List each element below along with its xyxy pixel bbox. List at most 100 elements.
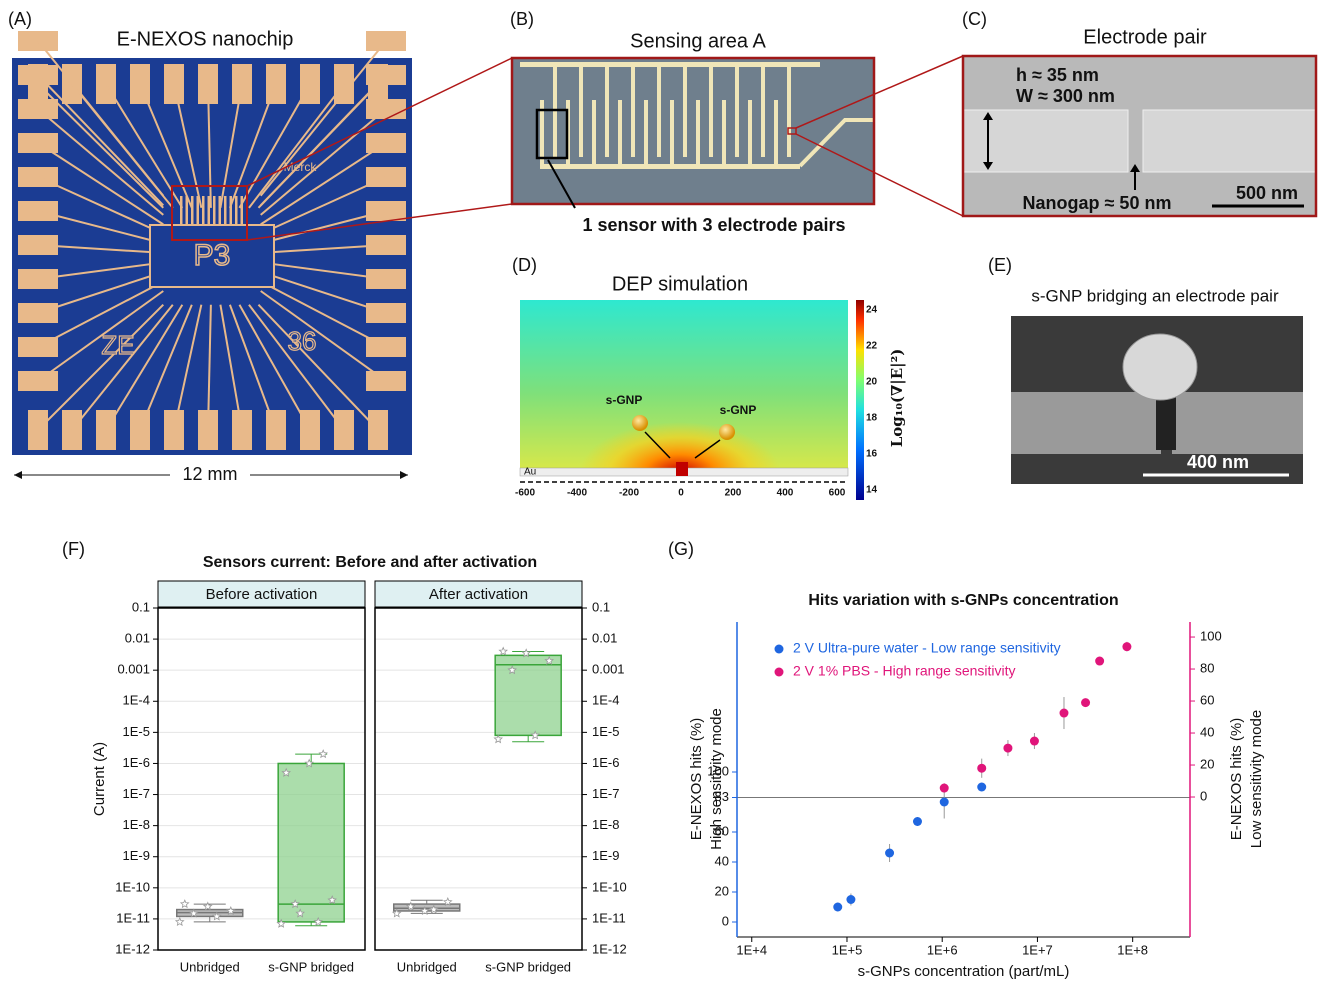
panel-letter: (F) [62, 539, 85, 559]
comb-finger [644, 100, 648, 164]
y-axis-label: High sensitivity mode [708, 708, 725, 850]
scale-label: 12 mm [182, 464, 237, 484]
data-point [833, 903, 842, 912]
panel-letter: (B) [510, 9, 534, 29]
colorbar [856, 300, 864, 500]
scatter-chart: Hits variation with s-GNPs concentration… [688, 592, 1265, 980]
chart-title: Sensors current: Before and after activa… [203, 554, 537, 571]
data-point [1081, 698, 1090, 707]
panel-title: s-GNP bridging an electrode pair [1031, 286, 1279, 305]
colorbar-tick-label: 22 [866, 341, 878, 352]
x-tick-label: 1E+4 [736, 942, 767, 957]
y-tick-label: 1E-4 [592, 693, 619, 708]
x-tick-label: Unbridged [397, 959, 457, 974]
sim-x-axis: -600-400-2000200400600 [515, 488, 846, 499]
data-point [885, 849, 894, 858]
dimension-label: h ≈ 35 nm [1016, 65, 1099, 85]
colorbar-label: Log₁₀(∇|E|²) [888, 349, 906, 448]
panel-d: (D) DEP simulation s-GNP s-GNP Au -600-4… [512, 255, 906, 500]
data-point [977, 764, 986, 773]
y-tick-label: 1E-9 [592, 848, 619, 863]
electrode [1011, 392, 1161, 454]
dimension-label: W ≈ 300 nm [1016, 86, 1115, 106]
comb-bar [520, 62, 820, 67]
panel-c: (C) Electrode pair h ≈ 35 nm W ≈ 300 nm … [962, 9, 1316, 216]
x-tick-label: Unbridged [180, 959, 240, 974]
y2-axis-label: E-NEXOS hits (%) [1228, 718, 1245, 841]
sim-tick-label: 400 [777, 488, 794, 499]
comb-bar [540, 164, 800, 169]
data-point [977, 783, 986, 792]
data-point [1095, 657, 1104, 666]
caption: 1 sensor with 3 electrode pairs [582, 215, 845, 235]
x-tick-label: s-GNP bridged [268, 959, 354, 974]
comb-finger [696, 100, 700, 164]
colorbar-tick-label: 18 [866, 413, 878, 424]
y2-tick-label: 20 [1200, 756, 1214, 771]
y-tick-label: 1E-10 [115, 879, 150, 894]
comb-finger [670, 100, 674, 164]
scale-label: 500 nm [1236, 183, 1298, 203]
x-tick-label: 1E+7 [1022, 942, 1053, 957]
electrode-label: Au [524, 467, 536, 478]
y2-tick-label: 100 [1200, 628, 1222, 643]
sim-tick-label: -200 [619, 488, 639, 499]
comb-finger [774, 100, 778, 164]
comb-finger [605, 67, 609, 157]
data-point [499, 648, 507, 655]
sim-tick-label: 600 [829, 488, 846, 499]
colorbar-tick-label: 24 [866, 305, 878, 316]
panel-letter: (E) [988, 255, 1012, 275]
y-axis-label: Current (A) [91, 742, 108, 816]
colorbar-axis: 242220181614 [866, 305, 878, 496]
y-tick-label: 1E-4 [123, 693, 150, 708]
y-tick-label: 1E-6 [592, 755, 619, 770]
panel-b: (B) Sensing area A 1 sensor with 3 elect… [510, 9, 874, 235]
y-tick-label: 0 [722, 913, 729, 928]
y-tick-label: 0.1 [132, 599, 150, 614]
box [495, 655, 561, 735]
chip-corner-label: ZE [101, 330, 134, 360]
x-axis-label: s-GNPs concentration (part/mL) [858, 963, 1070, 980]
colorbar-tick-label: 20 [866, 377, 878, 388]
y-tick-label: 1E-10 [592, 879, 627, 894]
comb-finger [553, 67, 557, 157]
data-point [913, 817, 922, 826]
panel-letter: (A) [8, 9, 32, 29]
y2-tick-label: 80 [1200, 660, 1214, 675]
data-point [1003, 744, 1012, 753]
x-tick-label: s-GNP bridged [485, 959, 571, 974]
comb-finger [722, 100, 726, 164]
y-tick-label: 40 [715, 853, 729, 868]
y2-tick-label: 0 [1200, 788, 1207, 803]
y-tick-label: 0.01 [125, 631, 150, 646]
particle-label: s-GNP [720, 403, 757, 417]
y-tick-label: 1E-7 [592, 786, 619, 801]
comb-finger [761, 67, 765, 157]
comb-finger [631, 67, 635, 157]
data-point [940, 798, 949, 807]
y-tick-label: 1E-6 [123, 755, 150, 770]
data-point [940, 784, 949, 793]
particle [719, 424, 735, 440]
scale-label: 400 nm [1187, 452, 1249, 472]
dimension-label: Nanogap ≈ 50 nm [1023, 193, 1172, 213]
box [278, 763, 344, 921]
legend-label: 2 V Ultra-pure water - Low range sensiti… [793, 640, 1061, 656]
chip-label: P3 [194, 239, 231, 272]
data-point [1059, 709, 1068, 718]
data-point [846, 895, 855, 904]
comb-finger [657, 67, 661, 157]
panel-letter: (G) [668, 539, 694, 559]
y-tick-label: 0.01 [592, 631, 617, 646]
y2-axis-label: Low sensitivity mode [1248, 710, 1265, 848]
y-tick-label: 0.1 [592, 599, 610, 614]
chip-corner-label: 36 [288, 326, 317, 356]
figure: (A) E-NEXOS nanochip P3 ZE 36 Merck 12 m… [0, 0, 1325, 981]
data-point [1122, 642, 1131, 651]
comb-finger [683, 67, 687, 157]
sim-tick-label: -400 [567, 488, 587, 499]
y-tick-label: 1E-12 [592, 941, 627, 956]
y2-tick-label: 40 [1200, 724, 1214, 739]
panel-a: (A) E-NEXOS nanochip P3 ZE 36 Merck 12 m… [8, 9, 412, 484]
